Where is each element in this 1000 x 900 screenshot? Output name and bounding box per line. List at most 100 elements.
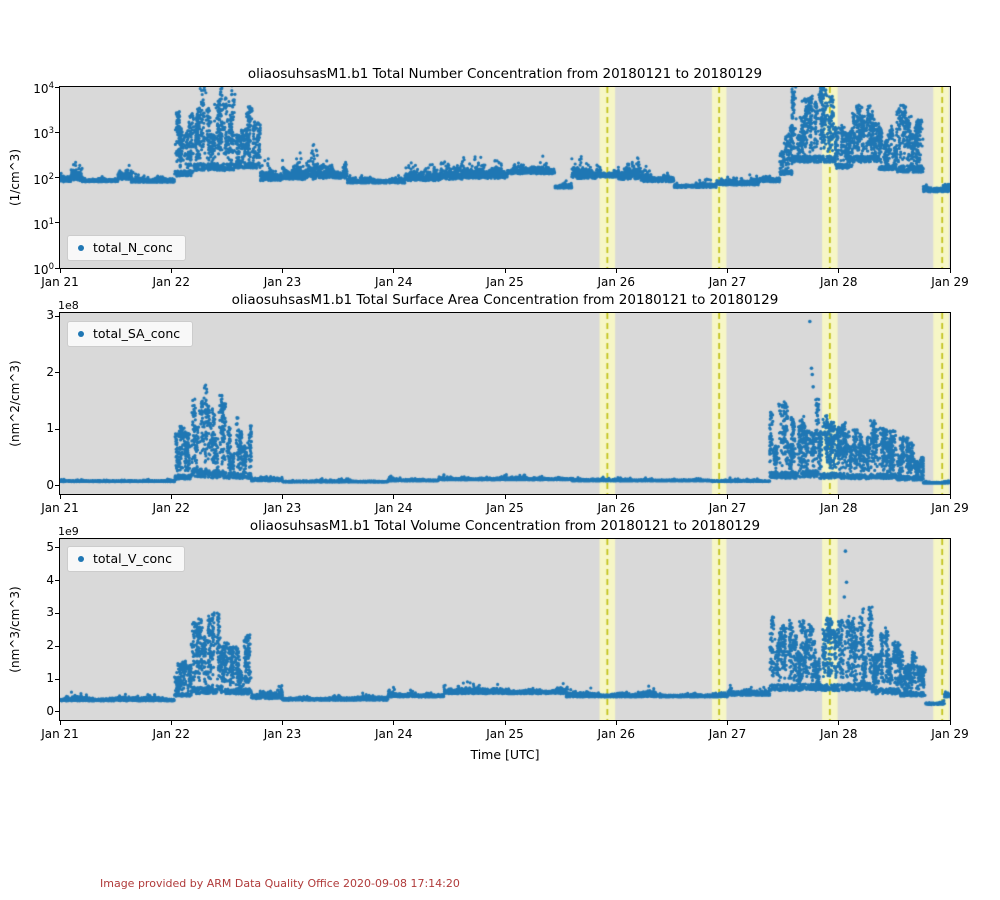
x-axis-label: Time [UTC] bbox=[470, 747, 540, 762]
x-tick-mark bbox=[170, 721, 172, 725]
y-tick-label: 0 bbox=[46, 477, 54, 492]
y-tick-mark bbox=[55, 372, 59, 374]
y-tick-label: 102 bbox=[33, 171, 54, 187]
x-tick-mark bbox=[393, 721, 395, 725]
x-tick-mark bbox=[504, 269, 506, 273]
x-tick-mark bbox=[838, 721, 840, 725]
x-tick-mark bbox=[615, 495, 617, 499]
footer-text: Image provided by ARM Data Quality Offic… bbox=[100, 877, 460, 890]
plot-title-number: oliaosuhsasM1.b1 Total Number Concentrat… bbox=[247, 66, 763, 82]
x-tick-mark bbox=[282, 495, 283, 499]
x-tick-label: Jan 22 bbox=[152, 501, 191, 515]
y-axis-label-volume: (nm^3/cm^3) bbox=[8, 586, 22, 673]
x-tick-label: Jan 26 bbox=[597, 727, 636, 741]
x-tick-label: Jan 26 bbox=[597, 501, 636, 515]
x-tick-label: Jan 21 bbox=[41, 501, 79, 515]
x-tick-mark bbox=[727, 269, 728, 273]
x-tick-label: Jan 21 bbox=[41, 275, 79, 289]
legend-marker-icon bbox=[78, 556, 84, 562]
plot-canvas-2 bbox=[60, 313, 950, 494]
y-tick-mark bbox=[55, 580, 59, 582]
x-tick-label: Jan 23 bbox=[263, 275, 302, 289]
y-axis-label-number: (1/cm^3) bbox=[8, 148, 22, 207]
y-tick-label: 5 bbox=[46, 539, 54, 554]
y-tick-mark bbox=[55, 86, 59, 88]
x-tick-label: Jan 28 bbox=[819, 727, 858, 741]
x-tick-label: Jan 27 bbox=[708, 501, 747, 515]
plot-canvas-3 bbox=[60, 539, 950, 720]
x-tick-label: Jan 28 bbox=[819, 501, 858, 515]
x-tick-label: Jan 28 bbox=[819, 275, 858, 289]
x-tick-label: Jan 25 bbox=[486, 501, 524, 515]
x-tick-mark bbox=[170, 269, 172, 273]
y-tick-mark bbox=[55, 711, 59, 713]
x-tick-label: Jan 29 bbox=[931, 727, 969, 741]
x-tick-label: Jan 29 bbox=[931, 275, 969, 289]
x-tick-label: Jan 24 bbox=[374, 501, 413, 515]
x-tick-mark bbox=[282, 721, 283, 725]
x-tick-mark bbox=[727, 495, 728, 499]
legend-label: total_V_conc bbox=[93, 551, 172, 566]
x-tick-label: Jan 26 bbox=[597, 275, 636, 289]
y-tick-label: 101 bbox=[33, 216, 54, 232]
y-axis-offset-label: 1e9 bbox=[58, 525, 79, 538]
x-tick-mark bbox=[393, 269, 395, 273]
x-tick-mark bbox=[727, 721, 728, 725]
x-tick-label: Jan 23 bbox=[263, 727, 302, 741]
x-tick-mark bbox=[504, 495, 506, 499]
y-tick-mark bbox=[55, 547, 59, 549]
y-tick-label: 1 bbox=[46, 421, 54, 436]
legend-label: total_SA_conc bbox=[93, 326, 181, 341]
x-tick-label: Jan 22 bbox=[152, 727, 191, 741]
y-tick-label: 1 bbox=[46, 671, 54, 685]
x-tick-label: Jan 29 bbox=[931, 501, 969, 515]
y-tick-label: 3 bbox=[46, 605, 54, 620]
x-tick-label: Jan 24 bbox=[374, 727, 413, 741]
x-tick-label: Jan 27 bbox=[708, 727, 747, 741]
x-tick-label: Jan 23 bbox=[263, 501, 302, 515]
x-tick-mark bbox=[170, 495, 172, 499]
x-tick-label: Jan 25 bbox=[486, 727, 524, 741]
x-tick-label: Jan 25 bbox=[486, 275, 524, 289]
x-tick-label: Jan 21 bbox=[41, 727, 79, 741]
x-tick-mark bbox=[59, 721, 61, 725]
x-tick-mark bbox=[949, 721, 951, 725]
legend-number: total_N_conc bbox=[67, 235, 186, 261]
x-tick-mark bbox=[838, 495, 840, 499]
plot-title-surface-area: oliaosuhsasM1.b1 Total Surface Area Conc… bbox=[231, 292, 779, 308]
y-tick-mark bbox=[55, 267, 59, 269]
x-tick-mark bbox=[838, 269, 840, 273]
x-tick-label: Jan 22 bbox=[152, 275, 191, 289]
y-tick-mark bbox=[55, 131, 59, 133]
plot-title-volume: oliaosuhsasM1.b1 Total Volume Concentrat… bbox=[249, 518, 761, 534]
y-tick-mark bbox=[55, 645, 59, 647]
y-tick-label: 2 bbox=[46, 364, 54, 379]
y-axis-label-surface-area: (nm^2/cm^3) bbox=[8, 360, 22, 447]
y-tick-mark bbox=[55, 485, 59, 487]
axes-volume bbox=[59, 538, 951, 721]
x-tick-mark bbox=[59, 495, 61, 499]
x-tick-mark bbox=[615, 721, 617, 725]
legend-marker-icon bbox=[78, 245, 84, 251]
legend-marker-icon bbox=[78, 331, 84, 337]
y-tick-label: 103 bbox=[33, 126, 54, 142]
y-tick-mark bbox=[55, 612, 59, 614]
y-tick-label: 3 bbox=[46, 308, 54, 323]
legend-label: total_N_conc bbox=[93, 240, 173, 255]
y-tick-mark bbox=[55, 177, 59, 178]
x-tick-mark bbox=[949, 495, 951, 499]
y-tick-mark bbox=[55, 222, 59, 224]
y-tick-mark bbox=[55, 428, 59, 430]
x-tick-mark bbox=[949, 269, 951, 273]
y-tick-label: 4 bbox=[46, 572, 54, 587]
x-tick-mark bbox=[59, 269, 61, 273]
x-tick-mark bbox=[282, 269, 283, 273]
y-tick-label: 100 bbox=[33, 262, 54, 277]
x-tick-mark bbox=[615, 269, 617, 273]
axes-number bbox=[59, 86, 951, 269]
y-axis-offset-label: 1e8 bbox=[58, 299, 79, 312]
x-tick-mark bbox=[504, 721, 506, 725]
